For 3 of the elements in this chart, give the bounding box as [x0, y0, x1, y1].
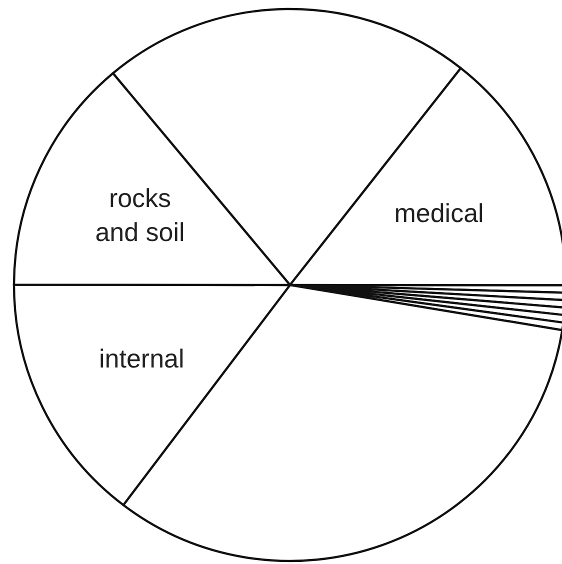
slice-label: rocks and soil: [95, 182, 185, 247]
slice-label: medical: [394, 198, 484, 228]
slice-label: internal: [99, 344, 184, 374]
